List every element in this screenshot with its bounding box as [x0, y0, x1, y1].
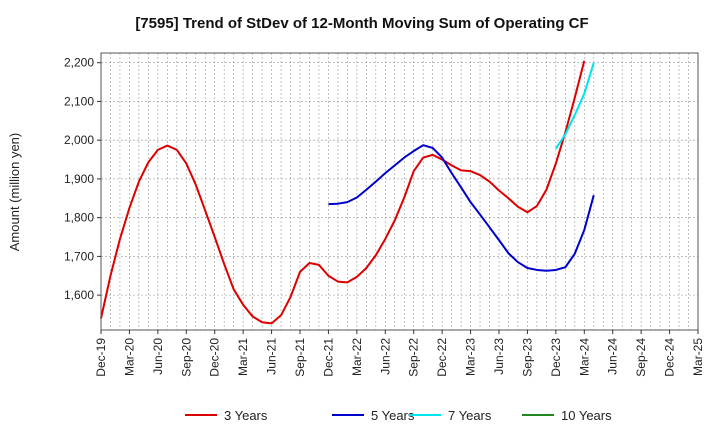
legend-label: 7 Years [448, 408, 492, 423]
series-layer [100, 60, 595, 325]
x-tick-label: Mar-21 [236, 338, 250, 376]
x-tick-label: Jun-20 [151, 338, 165, 375]
grid [101, 53, 698, 330]
x-tick-label: Jun-23 [492, 338, 506, 375]
x-tick-label: Mar-25 [691, 338, 705, 376]
chart-title: [7595] Trend of StDev of 12-Month Moving… [135, 15, 588, 32]
x-tick-label: Dec-24 [663, 338, 677, 377]
x-tick-label: Dec-23 [549, 338, 563, 377]
x-tick-label: Sep-21 [293, 338, 307, 377]
y-tick-label: 1,600 [64, 288, 94, 302]
y-tick-label: 2,000 [64, 133, 94, 147]
legend: 3 Years 5 Years 7 Years 10 Years [185, 408, 612, 423]
x-tick-label: Sep-24 [634, 338, 648, 377]
x-tick-label: Dec-22 [435, 338, 449, 377]
legend-label: 3 Years [224, 408, 268, 423]
y-tick-label: 2,200 [64, 56, 94, 70]
x-tick-label: Dec-20 [208, 338, 222, 377]
x-tick-label: Jun-24 [606, 338, 620, 375]
x-tick-label: Mar-23 [464, 338, 478, 376]
x-tick-label: Mar-24 [577, 338, 591, 376]
x-tick-label: Jun-21 [265, 338, 279, 375]
x-tick-label: Dec-19 [94, 338, 108, 377]
series-line-3-years [100, 60, 586, 325]
x-axis-ticks: Dec-19 Mar-20 Jun-20 Sep-20 Dec-20 Mar-21 Jun-… [94, 330, 705, 377]
y-axis-label: Amount (million yen) [7, 133, 22, 252]
series-line-7-years [555, 62, 595, 150]
y-axis-ticks: 1,600 1,700 1,800 1,900 2,000 2,100 2,200 [64, 56, 101, 302]
x-tick-label: Jun-22 [378, 338, 392, 375]
x-tick-label: Mar-20 [122, 338, 136, 376]
x-tick-label: Sep-23 [520, 338, 534, 377]
y-tick-label: 1,700 [64, 249, 94, 263]
legend-label: 5 Years [371, 408, 415, 423]
legend-label: 10 Years [561, 408, 612, 423]
x-tick-label: Sep-20 [179, 338, 193, 377]
y-tick-label: 1,800 [64, 211, 94, 225]
x-tick-label: Mar-22 [350, 338, 364, 376]
x-tick-label: Dec-21 [321, 338, 335, 377]
y-tick-label: 1,900 [64, 172, 94, 186]
x-tick-label: Sep-22 [407, 338, 421, 377]
series-line-5-years [328, 144, 595, 272]
plot-frame [100, 52, 699, 331]
y-tick-label: 2,100 [64, 94, 94, 108]
